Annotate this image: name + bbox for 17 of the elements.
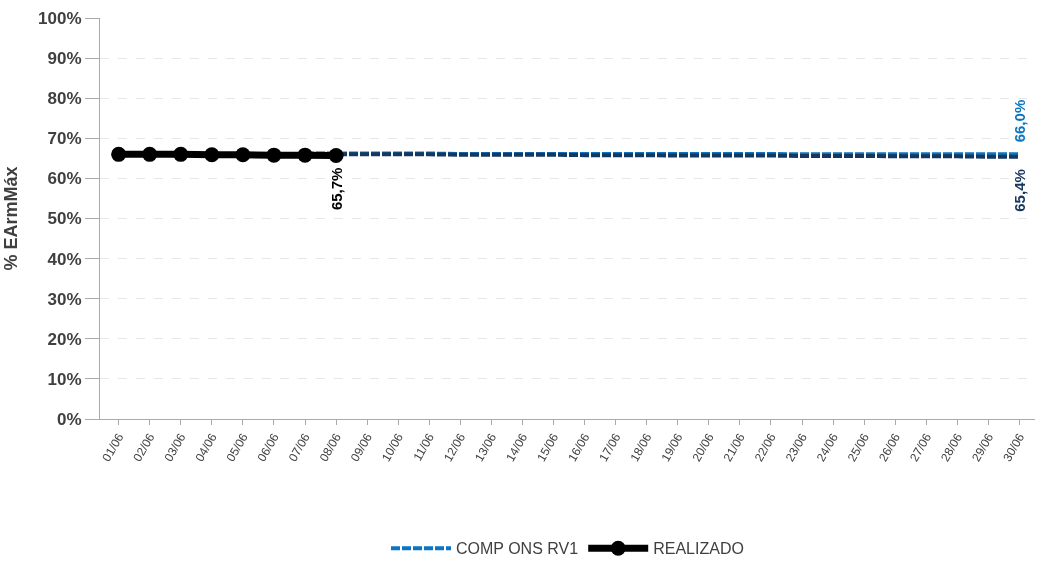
data-label: 66,0% bbox=[1010, 99, 1028, 143]
y-tick-label: 60% bbox=[47, 169, 82, 189]
y-tick-label: 50% bbox=[47, 209, 82, 229]
y-tick-label: 30% bbox=[47, 289, 82, 309]
y-tick-label: 80% bbox=[47, 89, 82, 109]
data-label: 65,4% bbox=[1011, 169, 1029, 212]
y-tick-label: 0% bbox=[57, 409, 82, 429]
y-tick-label: 100% bbox=[38, 8, 82, 28]
y-tick-label: 20% bbox=[47, 329, 82, 349]
y-tick-label: 70% bbox=[47, 129, 82, 149]
y-tick-label: 10% bbox=[47, 369, 82, 389]
y-tick-label: 40% bbox=[47, 249, 82, 269]
legend-label: COMP ONS RV1 bbox=[456, 540, 579, 558]
y-axis-title: % EArmMáx bbox=[1, 166, 22, 271]
data-label: 65,7% bbox=[328, 167, 346, 211]
y-tick-label: 90% bbox=[47, 49, 82, 69]
legend-label: REALIZADO bbox=[653, 540, 744, 558]
